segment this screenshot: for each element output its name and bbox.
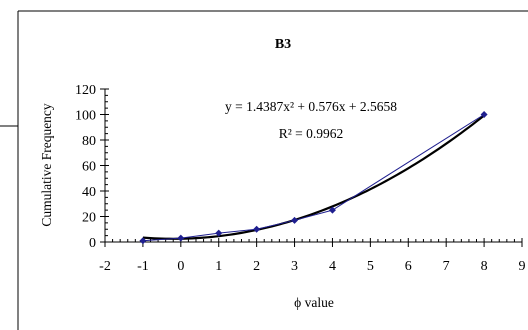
x-tick-label: 3 [291,259,298,274]
y-tick-label: 80 [82,134,96,149]
y-axis-label: Cumulative Frequency [39,103,54,227]
chart-title: B3 [275,37,291,52]
x-tick-label: 5 [367,259,374,274]
y-tick-label: 20 [82,211,96,226]
x-tick-label: 6 [405,259,412,274]
axes: 0 20 40 60 80 100 120 -2 -1 0 1 2 3 4 5 6 7 8 9 [75,83,526,274]
y-tick-label: 40 [82,185,96,200]
y-tick-label: 120 [75,83,96,98]
r-squared: R² = 0.9962 [279,126,344,141]
x-tick-label: 7 [443,259,450,274]
data-point [480,111,488,118]
data-point [215,229,223,237]
x-tick-label: 9 [519,259,526,274]
trend-equation: y = 1.4387x² + 0.576x + 2.5658 [225,99,397,114]
y-tick-label: 100 [75,109,96,124]
data-point [177,234,185,242]
trendline-layer [142,114,485,240]
data-point [291,216,299,224]
x-tick-label: 1 [215,259,222,274]
x-axis-label: ϕ value [294,295,334,310]
x-tick-label: -2 [99,259,111,274]
trendline [142,114,485,240]
x-tick-label: 2 [253,259,260,274]
x-tick-label: -1 [137,259,149,274]
y-tick-label: 0 [89,236,96,251]
series-layer [139,111,488,245]
data-point [253,225,261,233]
y-tick-label: 60 [82,160,96,175]
x-tick-label: 4 [329,259,336,274]
x-tick-label: 8 [481,259,488,274]
data-point [139,237,147,245]
data-point [328,206,336,214]
x-tick-label: 0 [177,259,184,274]
